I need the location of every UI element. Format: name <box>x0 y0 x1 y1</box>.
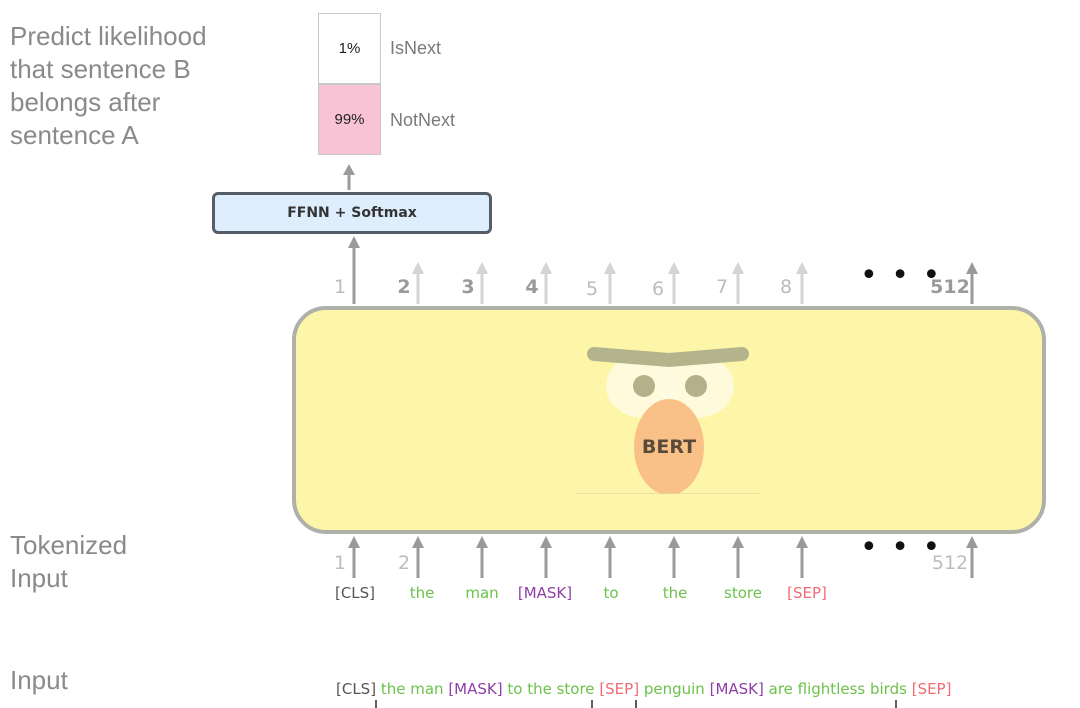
ffnn-to-output-arrow <box>343 164 355 190</box>
predict-label: Predict likelihood that sentence B belon… <box>10 20 207 152</box>
tokenized-label-line: Tokenized <box>10 530 128 560</box>
input-label: Input <box>10 665 68 695</box>
notnext-prob-cell: 99% <box>318 84 381 155</box>
predict-label-line: belongs after <box>10 87 161 117</box>
output-position: 512 <box>930 276 970 298</box>
output-arrow-512 <box>966 262 978 304</box>
output-ellipsis: • • • <box>860 258 943 293</box>
isnext-label: IsNext <box>390 38 442 58</box>
output-position: 2 <box>397 276 411 298</box>
output-position: 3 <box>461 276 475 298</box>
tokenized-input-label: Tokenized Input <box>10 529 127 595</box>
token-word: the <box>662 584 688 602</box>
input-position: 2 <box>397 552 411 574</box>
input-position: 512 <box>931 552 969 574</box>
output-position: 8 <box>779 276 793 298</box>
input-sentence: [CLS] the man [MASK] to the store [SEP] … <box>336 680 951 698</box>
token-sep: [SEP] <box>787 584 827 602</box>
token-word: store <box>724 584 762 602</box>
predict-label-line: that sentence B <box>10 54 191 84</box>
output-arrows <box>412 262 808 304</box>
sentence-cls: [CLS] <box>336 680 377 698</box>
input-position: 1 <box>333 552 347 574</box>
token-word: the <box>409 584 435 602</box>
input-ellipsis: • • • <box>860 530 943 565</box>
output-position: 1 <box>333 276 347 298</box>
sentence-ticks <box>375 700 897 708</box>
sentence-words: to the store <box>507 680 595 698</box>
bert-face <box>577 347 760 494</box>
token-cls: [CLS] <box>334 584 376 602</box>
sentence-words: the man <box>380 680 444 698</box>
cls-to-ffnn-arrow <box>348 236 360 304</box>
tokenized-label-line: Input <box>10 563 68 593</box>
sentence-sep: [SEP] <box>911 680 952 698</box>
sentence-sep: [SEP] <box>599 680 640 698</box>
output-position: 7 <box>715 276 729 298</box>
isnext-percent: 1% <box>338 40 361 57</box>
token-word: to <box>603 584 619 602</box>
sentence-words: penguin <box>643 680 705 698</box>
sentence-mask: [MASK] <box>448 680 503 698</box>
isnext-prob-cell: 1% <box>318 13 381 84</box>
bert-label: BERT <box>641 436 697 458</box>
output-position: 5 <box>585 278 599 300</box>
predict-label-line: sentence A <box>10 120 139 150</box>
token-word: man <box>465 584 499 602</box>
token-mask: [MASK] <box>517 584 573 602</box>
notnext-percent: 99% <box>334 111 365 128</box>
ffnn-softmax-label: FFNN + Softmax <box>287 205 417 221</box>
sentence-words: are flightless birds <box>768 680 907 698</box>
notnext-label: NotNext <box>390 110 456 130</box>
sentence-mask: [MASK] <box>709 680 764 698</box>
output-position: 6 <box>651 278 665 300</box>
output-position: 4 <box>525 276 539 298</box>
predict-label-line: Predict likelihood <box>10 21 207 51</box>
ffnn-softmax-box: FFNN + Softmax <box>212 192 492 234</box>
input-arrows <box>348 536 978 578</box>
